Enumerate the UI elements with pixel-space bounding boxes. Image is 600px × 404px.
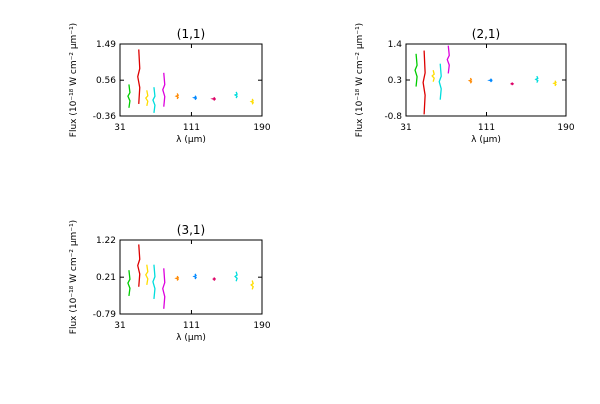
spectrum-segment-10 bbox=[552, 80, 557, 87]
spectrum-segment-3 bbox=[144, 90, 149, 107]
spectrum-segment-7 bbox=[192, 95, 198, 101]
spectrum-segment-1 bbox=[414, 53, 418, 87]
spectrum-segment-4 bbox=[152, 264, 156, 299]
y-tick-label: 1.4 bbox=[388, 40, 403, 50]
spectrum-segment-8 bbox=[210, 96, 217, 101]
spectrum-segment-1 bbox=[127, 84, 131, 108]
plot-frame bbox=[405, 43, 567, 117]
spectrum-segment-6 bbox=[174, 93, 180, 100]
x-tick-label: 31 bbox=[114, 321, 125, 331]
spectrum-segment-3 bbox=[145, 264, 149, 286]
x-tick-label: 31 bbox=[114, 123, 125, 133]
x-axis-label: λ (μm) bbox=[176, 135, 206, 145]
chart-title: (1,1) bbox=[177, 27, 205, 41]
spectrum-segment-10 bbox=[250, 280, 254, 290]
spectrum-segment-9 bbox=[234, 271, 238, 282]
y-tick-label: 1.22 bbox=[96, 236, 116, 246]
x-tick-label: 190 bbox=[253, 123, 270, 133]
y-tick-label: 1.49 bbox=[96, 40, 116, 50]
y-tick-label: 0.56 bbox=[96, 76, 116, 86]
spectrum-segment-9 bbox=[534, 75, 539, 83]
spectrum-segment-2 bbox=[137, 244, 141, 287]
spectrum-segment-4 bbox=[438, 63, 442, 100]
x-axis-label: λ (μm) bbox=[176, 333, 206, 343]
x-tick-label: 111 bbox=[183, 321, 200, 331]
spectrum-segment-6 bbox=[174, 275, 180, 281]
x-tick-label: 31 bbox=[400, 123, 411, 133]
y-axis-label: Flux (10⁻¹⁸ W cm⁻² μm⁻¹) bbox=[69, 220, 79, 334]
x-tick-label: 111 bbox=[478, 123, 495, 133]
y-tick-label: 0.21 bbox=[96, 273, 116, 283]
y-tick-label: 0.3 bbox=[388, 76, 402, 86]
chart-title: (3,1) bbox=[177, 223, 205, 237]
spectrum-segment-1 bbox=[127, 270, 131, 297]
plot-frame bbox=[119, 239, 263, 315]
spectrum-segment-8 bbox=[510, 82, 515, 86]
y-tick-label: -0.79 bbox=[93, 310, 117, 320]
spectrum-segment-10 bbox=[249, 98, 255, 105]
x-tick-label: 190 bbox=[253, 321, 270, 331]
x-tick-label: 111 bbox=[183, 123, 200, 133]
x-tick-label: 190 bbox=[557, 123, 574, 133]
y-tick-label: -0.8 bbox=[384, 112, 402, 122]
y-axis-label: Flux (10⁻¹⁸ W cm⁻² μm⁻¹) bbox=[355, 23, 365, 137]
chart-title: (2,1) bbox=[472, 27, 500, 41]
chart-panel-2: (2,1) 31 111 190 -0.8 0.3 1.4 λ (μm) Flux (10⁻¹⁸… bbox=[355, 23, 575, 145]
x-axis-label: λ (μm) bbox=[471, 135, 501, 145]
spectrum-segment-5 bbox=[446, 45, 450, 74]
spectrum-segment-3 bbox=[431, 70, 435, 82]
spectrum-segment-5 bbox=[162, 72, 166, 107]
spectrum-segment-9 bbox=[233, 91, 238, 99]
spectrum-segment-2 bbox=[422, 50, 426, 115]
y-tick-label: -0.36 bbox=[93, 112, 117, 122]
y-axis-label: Flux (10⁻¹⁸ W cm⁻² μm⁻¹) bbox=[69, 23, 79, 137]
spectrum-segment-7 bbox=[192, 273, 197, 280]
plot-frame bbox=[119, 43, 263, 117]
spectrum-segment-4 bbox=[152, 87, 156, 113]
spectrum-segment-2 bbox=[137, 49, 141, 104]
chart-panel-3: (3,1) 31 111 190 -0.79 0.21 1.22 λ (μm) Flux (10… bbox=[69, 220, 271, 343]
spectrum-segment-8 bbox=[212, 277, 217, 281]
spectrum-segment-7 bbox=[487, 78, 493, 83]
spectrum-segment-5 bbox=[162, 268, 166, 309]
spectrum-segment-6 bbox=[467, 77, 473, 84]
chart-panel-1: (1,1) 31 111 190 -0.36 0.56 1.49 λ (μm) Flux (10… bbox=[69, 23, 271, 145]
